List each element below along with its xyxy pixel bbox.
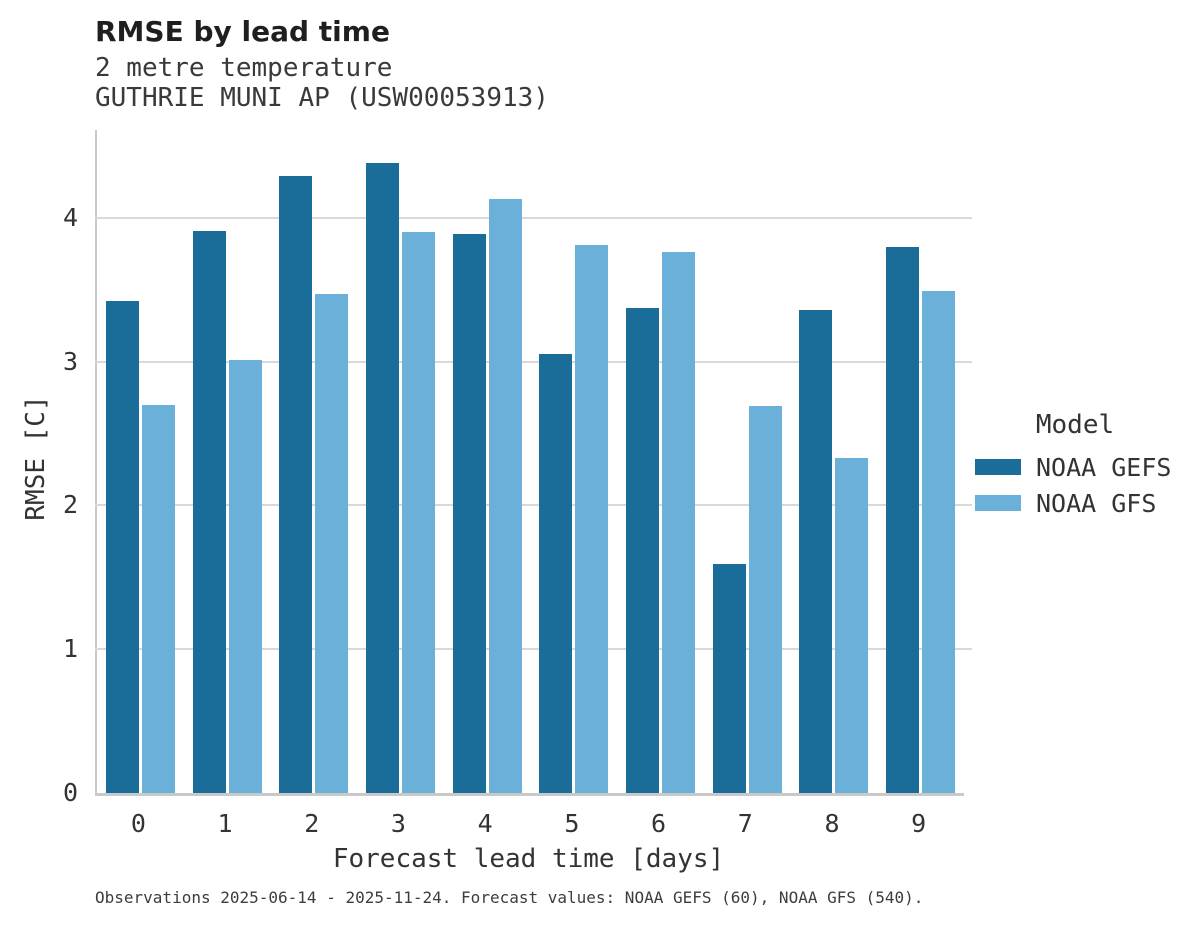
x-tick-label-2: 2 xyxy=(304,809,320,838)
bar-noaa-gfs-lead-4 xyxy=(488,199,522,793)
legend-swatch-icon xyxy=(975,495,1021,511)
y-tick-label: 1 xyxy=(62,634,78,664)
legend-entry-noaa-gfs: NOAA GFS xyxy=(975,485,1185,521)
x-tick-label-0: 0 xyxy=(130,809,146,838)
legend-swatch-icon xyxy=(975,459,1021,475)
bar-noaa-gefs-lead-8 xyxy=(799,309,833,793)
bar-noaa-gefs-lead-4 xyxy=(452,233,486,793)
y-tick-label: 4 xyxy=(62,202,78,232)
bar-noaa-gfs-lead-0 xyxy=(141,404,175,793)
bar-group-lead-9 xyxy=(877,130,964,793)
x-axis-tick-labels: 0 1 2 3 4 5 6 7 8 9 xyxy=(95,810,962,838)
y-tick-label: 2 xyxy=(62,490,78,520)
bar-group-lead-6 xyxy=(617,130,704,793)
legend-entry-noaa-gefs: NOAA GEFS xyxy=(975,449,1185,485)
chart-header: RMSE by lead time 2 metre temperature GU… xyxy=(95,15,549,114)
bar-group-lead-7 xyxy=(704,130,791,793)
x-tick-label-9: 9 xyxy=(911,809,927,838)
bar-noaa-gefs-lead-0 xyxy=(105,301,139,793)
chart-subtitle-station: GUTHRIE MUNI AP (USW00053913) xyxy=(95,83,549,113)
bar-noaa-gefs-lead-6 xyxy=(626,308,660,793)
legend-entries: NOAA GEFS NOAA GFS xyxy=(975,449,1185,521)
bar-group-lead-8 xyxy=(791,130,878,793)
bar-noaa-gefs-lead-7 xyxy=(712,564,746,793)
bar-group-lead-2 xyxy=(270,130,357,793)
bar-noaa-gefs-lead-9 xyxy=(886,246,920,793)
bar-noaa-gfs-lead-8 xyxy=(835,457,869,793)
bar-noaa-gfs-lead-6 xyxy=(662,252,696,793)
x-tick-label-3: 3 xyxy=(390,809,406,838)
x-tick-label-6: 6 xyxy=(651,809,667,838)
legend-label: NOAA GEFS xyxy=(1036,452,1172,482)
x-tick-label-7: 7 xyxy=(737,809,753,838)
footnote-caption: Observations 2025-06-14 - 2025-11-24. Fo… xyxy=(95,888,924,907)
y-tick-label: 0 xyxy=(62,778,78,807)
chart-subtitle-variable: 2 metre temperature xyxy=(95,53,393,83)
bar-noaa-gfs-lead-5 xyxy=(575,245,609,793)
bar-noaa-gfs-lead-2 xyxy=(315,293,349,793)
x-tick-label-8: 8 xyxy=(824,809,840,838)
gridline-y-2 xyxy=(95,504,972,507)
bar-group-lead-5 xyxy=(531,130,618,793)
x-tick-label-4: 4 xyxy=(477,809,493,838)
plot-area xyxy=(95,130,972,796)
gridline-y-3 xyxy=(95,360,972,363)
bar-noaa-gefs-lead-2 xyxy=(279,176,313,793)
x-axis-title: Forecast lead time [days] xyxy=(332,844,725,874)
legend-title: Model xyxy=(1035,410,1115,440)
bar-noaa-gfs-lead-9 xyxy=(922,291,956,793)
gridline-y-4 xyxy=(95,216,972,219)
legend-label: NOAA GFS xyxy=(1036,488,1157,518)
bar-noaa-gfs-lead-7 xyxy=(748,406,782,793)
bar-noaa-gfs-lead-3 xyxy=(401,232,435,793)
x-tick-label-5: 5 xyxy=(564,809,580,838)
bar-noaa-gefs-lead-5 xyxy=(539,354,573,793)
gridline-y-1 xyxy=(95,648,972,651)
bar-noaa-gfs-lead-1 xyxy=(228,360,262,793)
x-tick-label-1: 1 xyxy=(217,809,233,838)
bar-noaa-gefs-lead-1 xyxy=(192,230,226,793)
bar-noaa-gefs-lead-3 xyxy=(365,163,399,793)
y-tick-label: 3 xyxy=(62,346,78,376)
legend: Model NOAA GEFS NOAA GFS xyxy=(975,410,1185,521)
bar-group-lead-0 xyxy=(97,130,184,793)
y-axis-tick-labels: 0 1 2 3 4 xyxy=(36,130,78,806)
bar-group-lead-4 xyxy=(444,130,531,793)
chart-title: RMSE by lead time xyxy=(95,15,390,48)
bar-group-lead-1 xyxy=(184,130,271,793)
bar-series-container xyxy=(97,130,964,793)
bar-group-lead-3 xyxy=(357,130,444,793)
